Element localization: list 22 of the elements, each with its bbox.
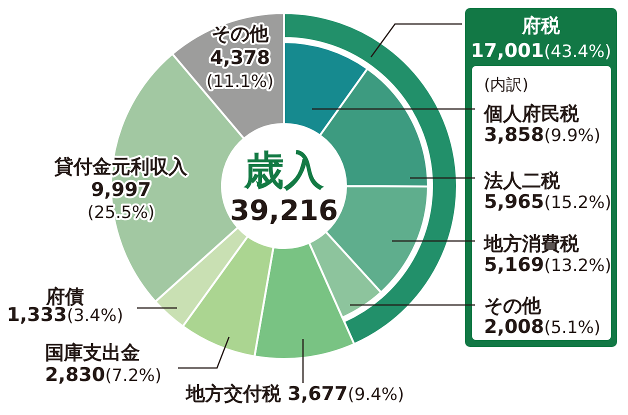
slice-label: 国庫支出金 [45,342,140,364]
data-label: 9,997(25.5%) [87,179,155,223]
data-label: 2,830(7.2%) [45,364,162,386]
slice-label: 法人二税 [483,170,561,192]
text: 39,216 [230,194,338,227]
text: 歳入 [243,148,325,194]
slice-label: 貸付金元利収入 [54,156,188,178]
slice-label: 地方交付税 [185,383,288,405]
slice-label: 個人府民税 [483,103,580,125]
data-label: 3,677(9.4%) [288,383,404,405]
slice-label: 府税 [521,15,561,37]
slice-label: その他 [484,295,542,317]
slice-label: その他 [212,23,270,45]
slice-label: 地方消費税 [483,233,580,255]
data-label: 5,965(15.2%) [484,191,612,213]
slice-label: 府債 [45,286,84,308]
data-label: 5,169(13.2%) [484,254,612,276]
data-label: 4,378(11.1%) [206,47,274,92]
text: (内訳) [484,75,528,94]
data-label: 2,008(5.1%) [484,316,601,338]
data-label: 3,858(9.9%) [484,124,601,146]
data-label: 17,001(43.4%) [470,40,612,62]
